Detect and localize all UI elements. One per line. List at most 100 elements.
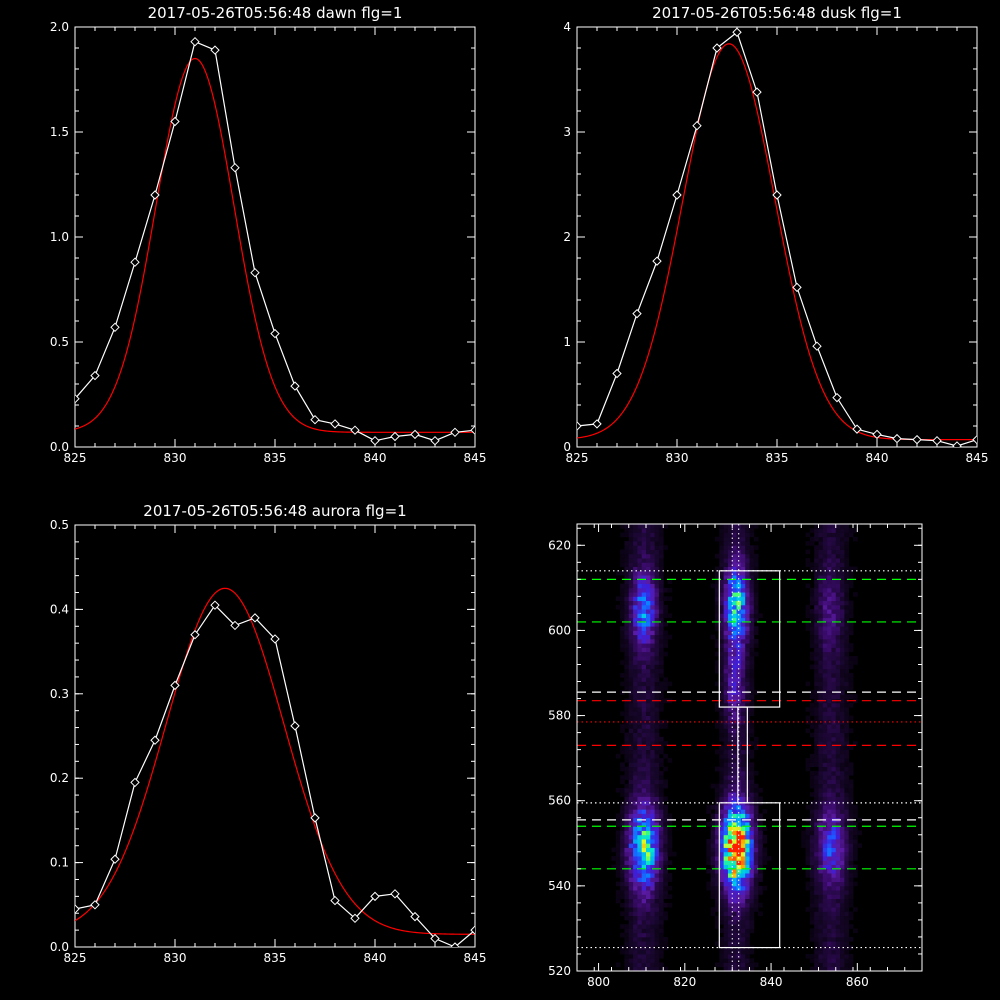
heat-cell xyxy=(663,856,668,861)
heat-cell xyxy=(762,834,768,840)
heat-cell xyxy=(715,604,720,610)
heat-cell xyxy=(844,634,850,640)
heat-cell xyxy=(641,592,647,597)
heat-cell xyxy=(723,873,729,878)
heat-cell xyxy=(818,609,824,614)
heat-cell xyxy=(646,881,651,887)
heat-cell xyxy=(620,596,625,602)
heat-cell xyxy=(749,685,755,691)
heat-cell xyxy=(715,813,720,819)
heat-cell xyxy=(710,890,716,895)
heat-cell xyxy=(745,907,750,912)
heat-cell xyxy=(650,809,656,814)
heat-cell xyxy=(840,613,845,619)
heat-cell xyxy=(637,826,643,831)
heat-cell xyxy=(844,677,850,682)
heat-cell xyxy=(840,856,845,861)
heat-cell xyxy=(646,724,651,729)
heat-cell xyxy=(615,822,621,827)
heat-cell xyxy=(637,839,643,844)
heat-cell xyxy=(633,758,638,763)
heat-cell xyxy=(848,873,854,878)
heat-cell xyxy=(749,834,755,840)
heat-cell xyxy=(844,707,850,712)
heat-cell xyxy=(654,864,660,870)
heat-cell xyxy=(840,541,845,546)
heat-cell xyxy=(727,949,733,955)
heat-cell xyxy=(814,655,819,661)
heat-cell xyxy=(628,890,634,895)
heat-cell xyxy=(749,885,755,891)
heat-cell xyxy=(633,809,638,814)
heat-cell xyxy=(646,673,651,678)
heat-cell xyxy=(646,945,651,951)
heat-cell xyxy=(650,651,656,657)
data-point xyxy=(290,381,300,391)
heat-cell xyxy=(745,592,750,597)
heat-cell xyxy=(615,604,621,610)
heat-cell xyxy=(840,736,845,742)
heat-cell xyxy=(624,558,630,563)
heat-cell xyxy=(624,732,630,738)
x-tick-label: 835 xyxy=(264,951,287,965)
heat-cell xyxy=(658,673,664,678)
heat-cell xyxy=(637,541,643,546)
heat-cell xyxy=(624,553,630,559)
heat-cell xyxy=(814,651,819,657)
heat-cell xyxy=(822,566,828,572)
heat-cell xyxy=(736,724,742,729)
heat-cell xyxy=(853,868,858,874)
heat-cell xyxy=(809,834,815,840)
heat-cell xyxy=(620,553,625,559)
heat-cell xyxy=(848,792,854,797)
heat-cell xyxy=(758,868,763,874)
heat-cell xyxy=(818,936,824,942)
heat-cell xyxy=(827,911,832,917)
heat-cell xyxy=(646,698,651,704)
heat-cell xyxy=(646,702,651,708)
heat-cell xyxy=(740,953,746,959)
heat-cell xyxy=(624,724,630,729)
heat-cell xyxy=(719,770,725,776)
heat-cell xyxy=(818,885,824,891)
heat-cell xyxy=(844,787,850,793)
heat-cell xyxy=(831,881,837,887)
heat-cell xyxy=(727,549,733,555)
heat-cell xyxy=(624,877,630,882)
heat-cell xyxy=(831,911,837,917)
y-tick-label: 2.0 xyxy=(50,20,69,34)
heat-cell xyxy=(827,890,832,895)
heat-cell xyxy=(814,621,819,627)
heat-cell xyxy=(818,881,824,887)
heat-cell xyxy=(814,851,819,857)
heat-cell xyxy=(740,545,746,550)
heat-cell xyxy=(715,839,720,844)
heat-cell xyxy=(740,647,746,653)
heat-cell xyxy=(654,596,660,602)
data-point xyxy=(390,889,400,899)
heat-cell xyxy=(719,732,725,738)
heat-cell xyxy=(831,621,837,627)
heat-cell xyxy=(822,536,828,542)
heat-cell xyxy=(736,579,742,584)
heat-cell xyxy=(628,881,634,887)
heat-cell xyxy=(654,826,660,831)
heat-cell xyxy=(827,655,832,661)
heat-cell xyxy=(740,885,746,891)
heat-cell xyxy=(758,847,763,853)
heat-cell xyxy=(723,907,729,912)
heat-cell xyxy=(654,936,660,942)
heat-cell xyxy=(753,804,759,810)
heat-cell xyxy=(624,549,630,555)
heat-cell xyxy=(740,579,746,584)
heat-cell xyxy=(624,885,630,891)
heat-cell xyxy=(814,685,819,691)
heat-cell xyxy=(628,868,634,874)
heat-cell xyxy=(844,839,850,844)
heat-cell xyxy=(827,902,832,908)
heat-cell xyxy=(749,770,755,776)
heat-cell xyxy=(814,587,819,593)
heat-cell xyxy=(732,668,737,674)
heat-cell xyxy=(654,847,660,853)
heat-cell xyxy=(637,596,643,602)
